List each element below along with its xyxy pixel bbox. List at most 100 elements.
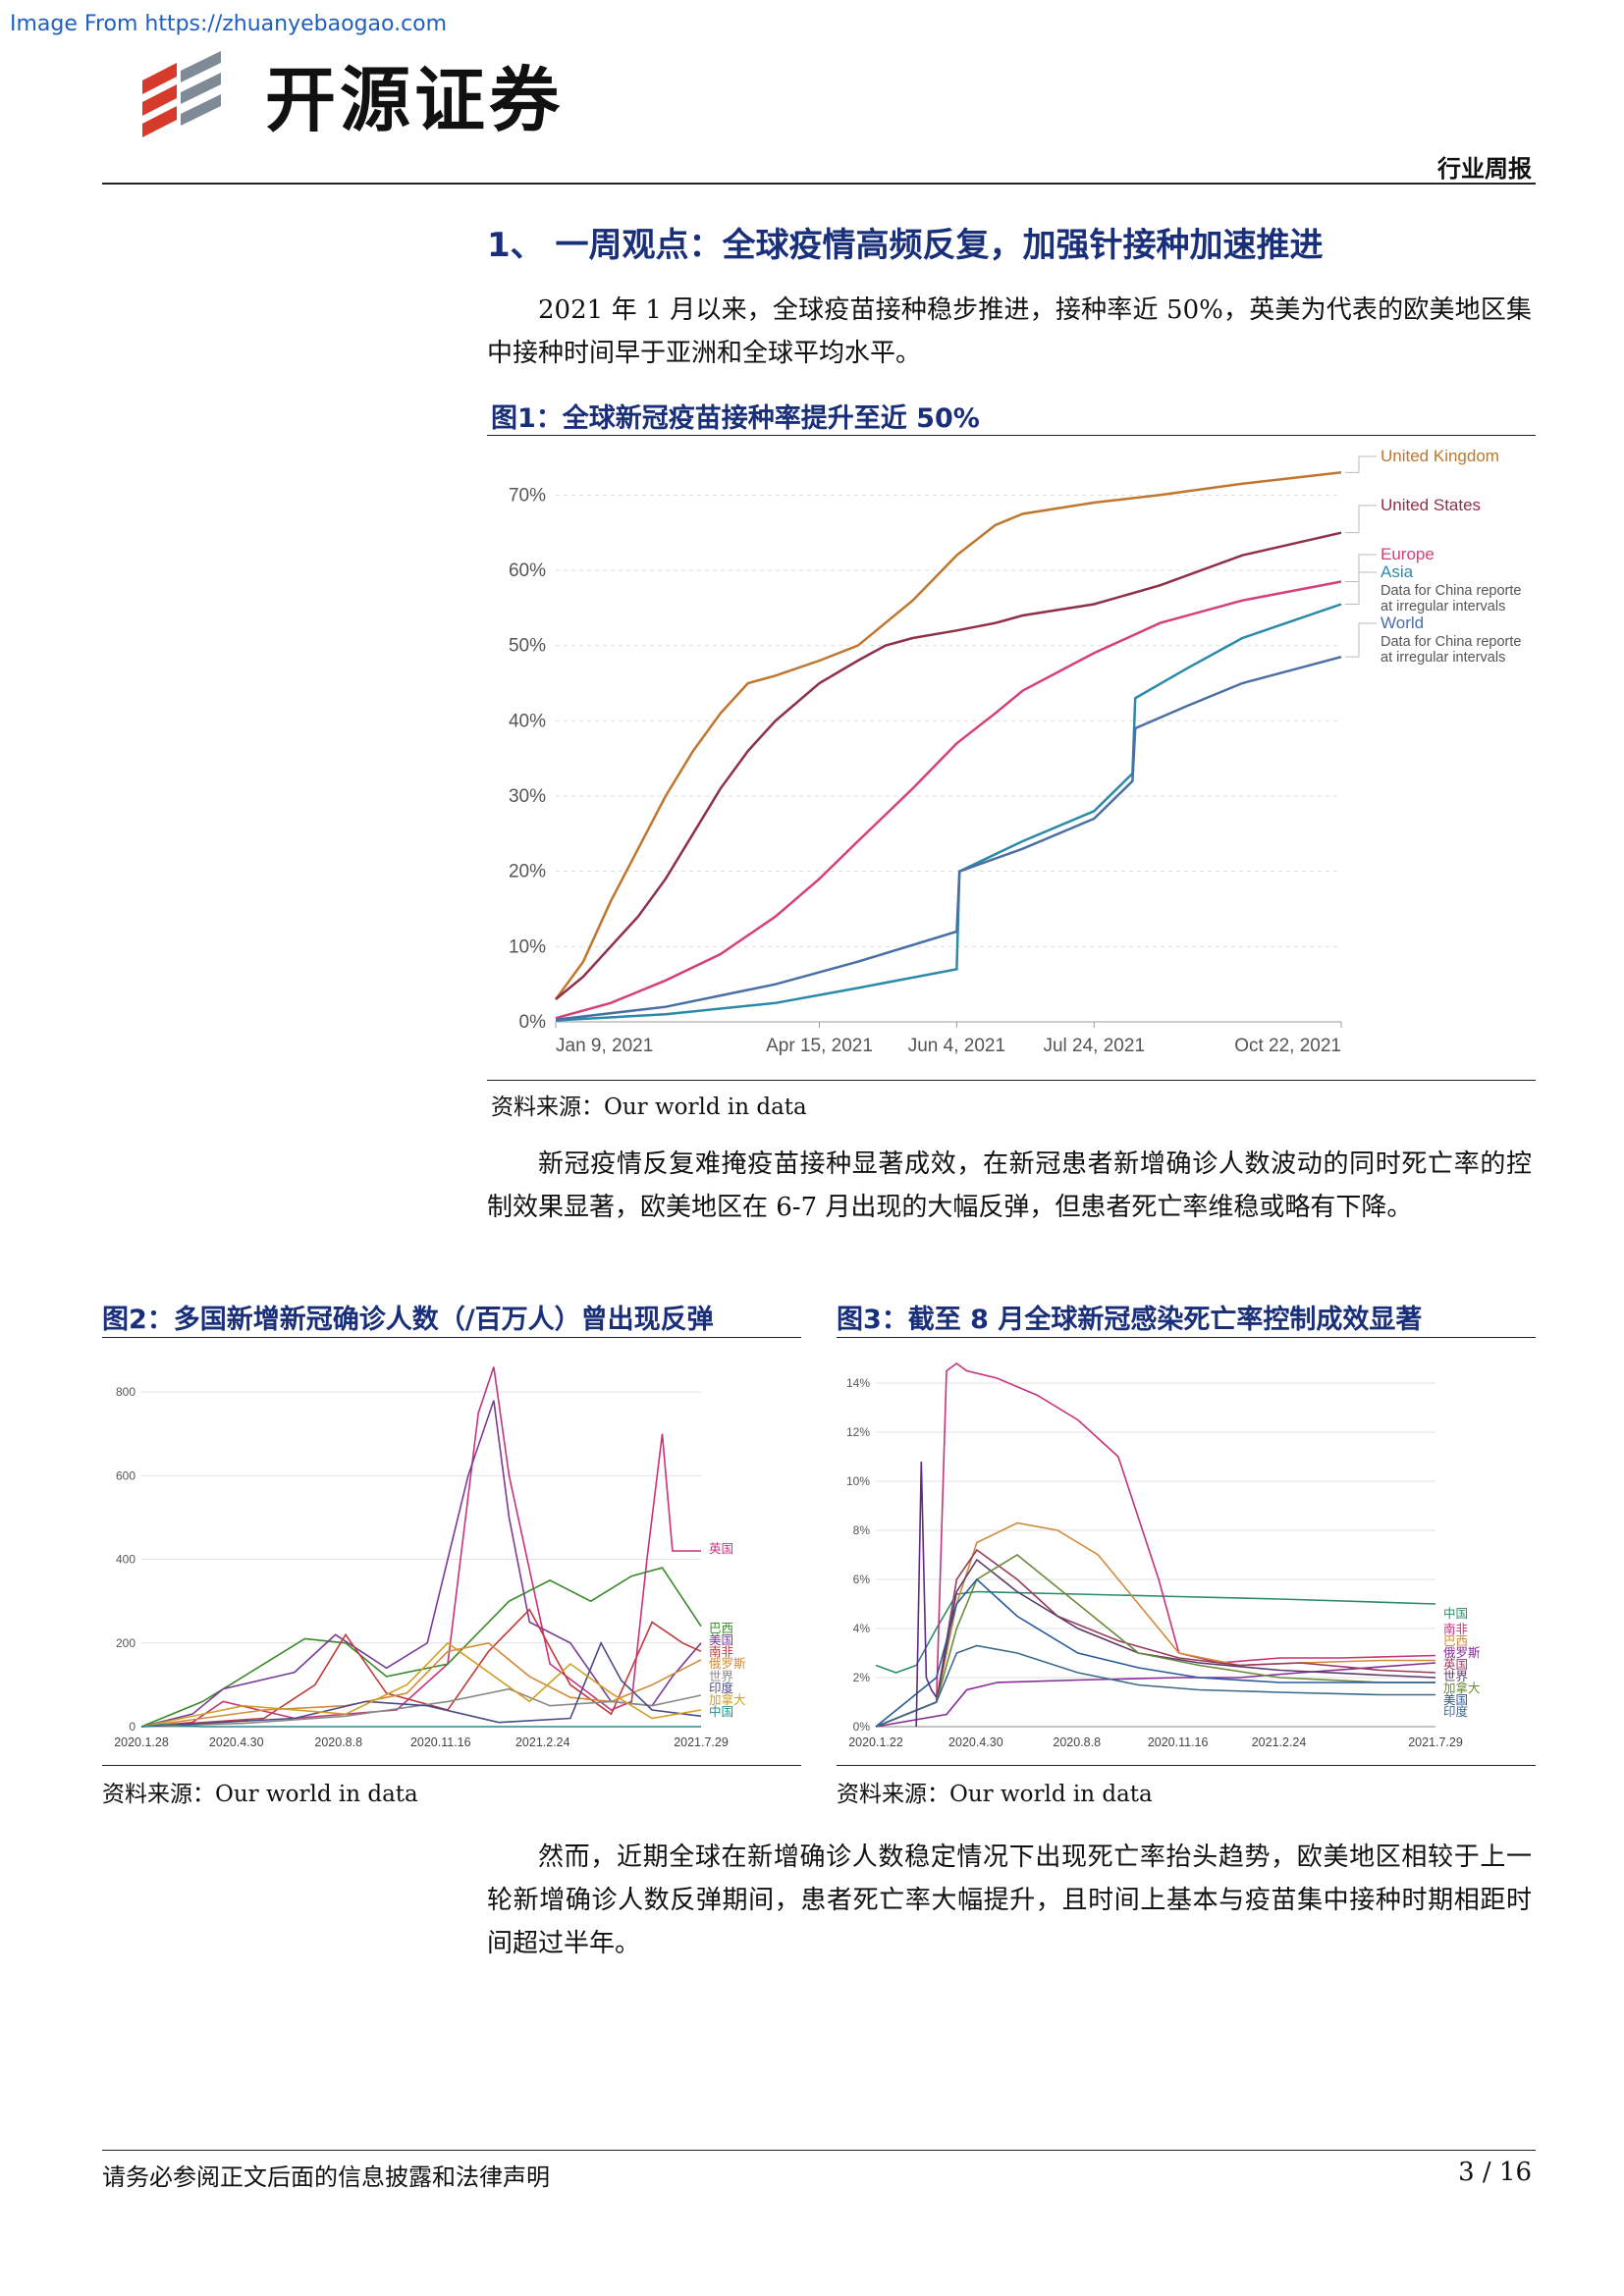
- y-tick-label: 10%: [846, 1474, 870, 1488]
- series-line: [915, 1461, 938, 1728]
- document-type: 行业周报: [1437, 155, 1532, 183]
- y-tick-label: 70%: [509, 485, 546, 506]
- series-line: [875, 1662, 1436, 1728]
- watermark: Image From https://zhuanyebaogao.com: [10, 12, 448, 36]
- legend-label: 英国: [1443, 1658, 1468, 1672]
- x-tick-label: 2021.2.24: [1252, 1735, 1307, 1749]
- fatality-rate-chart: 0% 2% 4% 6% 8% 10% 12% 14% 2020.1.22 2020.4.30 202…: [846, 1362, 1481, 1749]
- legend-label: 美国: [1443, 1693, 1468, 1707]
- figure-2-source: 资料来源：Our world in data: [102, 1782, 418, 1807]
- legend-connector: [1345, 622, 1377, 658]
- y-tick-label: 600: [116, 1468, 135, 1482]
- legend-label: 加拿大: [709, 1692, 746, 1707]
- x-tick-label: Apr 15, 2021: [766, 1036, 873, 1056]
- x-tick-label: Jan 9, 2021: [556, 1036, 653, 1056]
- x-tick-label: 2020.8.8: [1053, 1735, 1101, 1749]
- legend-label: 美国: [709, 1633, 733, 1647]
- legend-label: 印度: [1443, 1704, 1469, 1719]
- legend-label: Europe: [1380, 545, 1435, 563]
- y-tick-label: 10%: [509, 936, 546, 957]
- series-line: [875, 1644, 1435, 1728]
- legend-label: United States: [1380, 496, 1481, 514]
- figure-3-source: 资料来源：Our world in data: [837, 1782, 1153, 1807]
- legend-label: 印度: [709, 1681, 734, 1695]
- y-tick-label: 20%: [509, 862, 546, 882]
- paragraph-2: 新冠疫情反复难掩疫苗接种显著成效，在新冠患者新增确诊人数波动的同时死亡率的控制效…: [487, 1149, 1532, 1222]
- x-tick-label: Jul 24, 2021: [1043, 1036, 1145, 1056]
- series-line: [555, 580, 1342, 1020]
- series-line: [555, 531, 1342, 1000]
- new-cases-chart: 0 200 400 600 800 2020.1.28 2020.4.30 2020.8.8 2…: [114, 1366, 746, 1749]
- series-line: [140, 1567, 702, 1728]
- y-tick-label: 400: [116, 1553, 135, 1567]
- legend-label: at irregular intervals: [1380, 650, 1505, 666]
- series-line: [140, 1641, 702, 1728]
- legend-connector: [1345, 554, 1377, 582]
- legend-label: 英国: [709, 1542, 733, 1556]
- x-tick-label: 2020.11.16: [1148, 1735, 1209, 1749]
- series-line: [140, 1608, 702, 1728]
- figure-1-bottom-rule: [487, 1080, 1536, 1081]
- x-tick-label: 2020.11.16: [410, 1735, 471, 1749]
- legend-label: World: [1380, 614, 1424, 632]
- legend-label: 俄罗斯: [709, 1657, 746, 1671]
- figure-3-bottom-rule: [837, 1765, 1536, 1766]
- brand-logo: 开源证券: [137, 51, 609, 149]
- x-tick-label: 2020.4.30: [209, 1735, 264, 1749]
- legend-connector: [1345, 455, 1377, 473]
- y-tick-label: 6%: [853, 1573, 871, 1586]
- x-tick-label: 2020.4.30: [948, 1735, 1003, 1749]
- series-line: [875, 1577, 1435, 1728]
- legend-label: United Kingdom: [1380, 447, 1499, 465]
- legend-label: 南非: [709, 1644, 733, 1659]
- footer-disclaimer: 请务必参阅正文后面的信息披露和法律声明: [102, 2163, 550, 2191]
- series-line: [875, 1362, 1436, 1728]
- figure-3-top-rule: [837, 1337, 1536, 1338]
- y-tick-label: 4%: [853, 1622, 871, 1635]
- section-title: 1、 一周观点：全球疫情高频反复，加强针接种加速推进: [487, 226, 1324, 265]
- figure-1-title: 图1：全球新冠疫苗接种率提升至近 50%: [491, 403, 980, 434]
- y-tick-label: 800: [116, 1385, 135, 1399]
- legend-label: 加拿大: [1443, 1681, 1481, 1695]
- legend-label: 俄罗斯: [1443, 1646, 1481, 1660]
- figure-2-bottom-rule: [102, 1765, 801, 1766]
- figure-2-top-rule: [102, 1337, 801, 1338]
- series-line: [140, 1640, 702, 1728]
- series-line: [875, 1522, 1435, 1728]
- x-tick-label: Oct 22, 2021: [1234, 1036, 1341, 1056]
- figure-1-source: 资料来源：Our world in data: [491, 1095, 807, 1120]
- figure-2-title: 图2：多国新增新冠确诊人数（/百万人）曾出现反弹: [102, 1305, 714, 1335]
- x-tick-label: Jun 4, 2021: [908, 1036, 1005, 1056]
- brand-name: 开源证券: [265, 59, 564, 141]
- x-tick-label: 2021.7.29: [674, 1735, 729, 1749]
- logo-mark: [142, 51, 221, 137]
- y-tick-label: 2%: [853, 1671, 871, 1684]
- y-tick-label: 8%: [853, 1523, 871, 1537]
- header-divider: [102, 183, 1536, 185]
- y-tick-label: 0%: [519, 1012, 547, 1033]
- y-tick-label: 60%: [509, 561, 546, 581]
- series-line: [555, 603, 1342, 1022]
- legend-label: 巴西: [1443, 1634, 1468, 1648]
- y-tick-label: 14%: [846, 1376, 870, 1390]
- series-line: [140, 1641, 702, 1728]
- y-tick-label: 200: [116, 1636, 135, 1650]
- y-tick-label: 0: [129, 1720, 135, 1734]
- figure-1-top-rule: [487, 435, 1536, 436]
- x-tick-label: 2020.1.22: [848, 1735, 903, 1749]
- vaccination-rate-chart: 0% 10% 20% 30% 40% 50% 60% 70% Jan 9, 2021 Apr 15…: [509, 447, 1522, 1056]
- y-tick-label: 30%: [509, 786, 546, 807]
- series-line: [875, 1548, 1436, 1728]
- legend-label: Data for China reporte: [1380, 583, 1521, 599]
- legend-label: at irregular intervals: [1380, 599, 1505, 614]
- page-number: 3 / 16: [1458, 2158, 1532, 2187]
- legend-label: Asia: [1380, 562, 1414, 581]
- legend-label: 中国: [1443, 1606, 1468, 1621]
- x-tick-label: 2021.7.29: [1408, 1735, 1463, 1749]
- legend-connector: [1345, 571, 1377, 605]
- series-line: [875, 1558, 1436, 1728]
- series-line: [875, 1554, 1435, 1728]
- footer-divider: [102, 2150, 1536, 2151]
- series-line: [555, 655, 1342, 1021]
- paragraph-3: 然而，近期全球在新增确诊人数稳定情况下出现死亡率抬头趋势，欧美地区相较于上一轮新…: [487, 1842, 1532, 1958]
